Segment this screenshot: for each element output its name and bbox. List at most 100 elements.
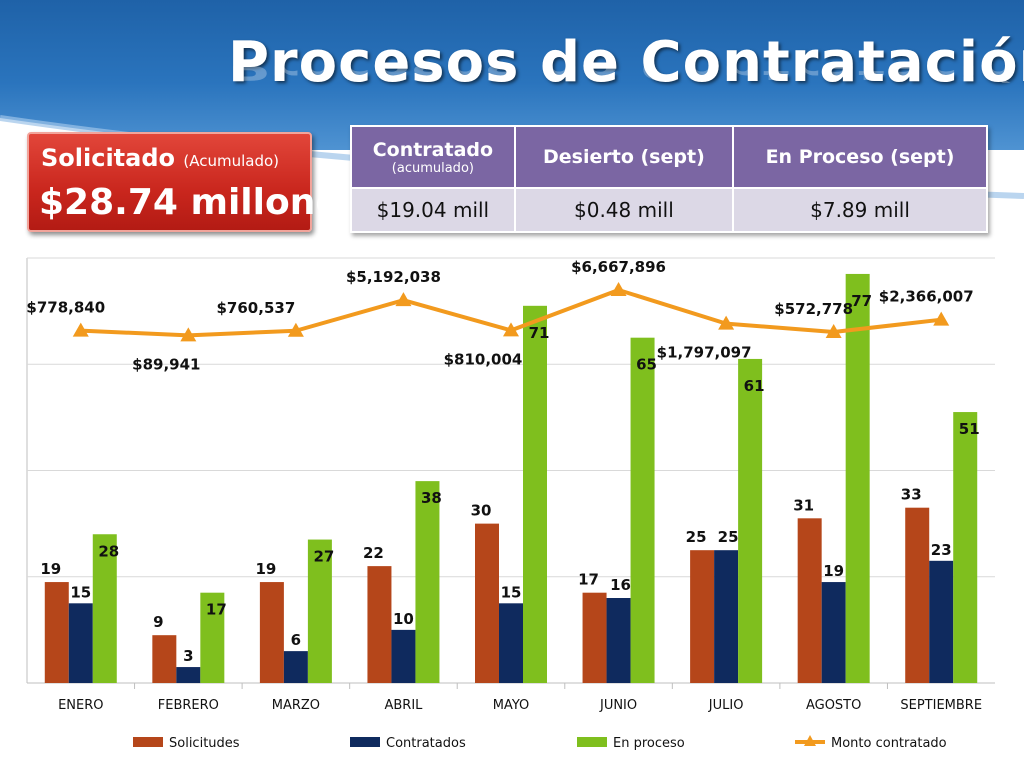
x-tick-label: MARZO bbox=[272, 698, 320, 713]
bar-solicitudes bbox=[475, 523, 499, 683]
marker-monto-contratado bbox=[287, 322, 304, 337]
data-label-monto-contratado: $2,366,007 bbox=[879, 288, 974, 306]
header-desierto: Desierto (sept) bbox=[513, 125, 735, 189]
data-label-monto-contratado: $778,840 bbox=[26, 299, 105, 317]
bar-contratados bbox=[176, 667, 201, 683]
data-label-solicitudes: 9 bbox=[153, 613, 163, 631]
marker-monto-contratado bbox=[395, 292, 412, 307]
page-title: Procesos de Contratación bbox=[228, 30, 1024, 95]
solicitado-label-main: Solicitado bbox=[41, 144, 176, 172]
bar-en-proceso bbox=[523, 305, 547, 683]
legend-label-en-proceso: En proceso bbox=[613, 736, 685, 751]
header-contratado-label: Contratado bbox=[372, 138, 494, 161]
x-tick-label: JUNIO bbox=[599, 698, 637, 713]
bar-contratados bbox=[821, 582, 846, 683]
bar-en-proceso bbox=[845, 273, 870, 683]
marker-monto-contratado bbox=[72, 322, 89, 337]
data-label-en-proceso: 77 bbox=[851, 292, 872, 310]
contratacion-chart: 19 15 28 ENERO 9 3 17 FEBRERO 19 6 27 MARZO 22 10 38 AB… bbox=[26, 257, 995, 751]
data-label-monto-contratado: $572,778 bbox=[774, 300, 853, 318]
header-contratado: Contratado (acumulado) bbox=[350, 125, 516, 189]
bar-contratados bbox=[606, 598, 631, 683]
data-label-solicitudes: 22 bbox=[363, 544, 384, 562]
header-en-proceso: En Proceso (sept) bbox=[732, 125, 988, 189]
data-label-contratados: 25 bbox=[718, 528, 739, 546]
data-label-solicitudes: 25 bbox=[686, 528, 707, 546]
bar-solicitudes bbox=[905, 507, 930, 683]
summary-table-value-row: $19.04 mill $0.48 mill $7.89 mill bbox=[350, 187, 988, 233]
bar-en-proceso bbox=[630, 337, 655, 683]
bar-en-proceso bbox=[415, 481, 440, 683]
summary-table-header-row: Contratado (acumulado) Desierto (sept) E… bbox=[350, 125, 988, 189]
bar-contratados bbox=[68, 603, 93, 683]
bar-contratados bbox=[499, 603, 523, 683]
data-label-contratados: 15 bbox=[501, 583, 522, 601]
data-label-en-proceso: 27 bbox=[313, 548, 334, 566]
header-band bbox=[0, 0, 1024, 150]
value-contratado: $19.04 mill bbox=[350, 187, 516, 233]
x-tick-label: JULIO bbox=[708, 698, 744, 713]
summary-table: Contratado (acumulado) Desierto (sept) E… bbox=[350, 125, 988, 233]
bar-en-proceso bbox=[307, 539, 332, 683]
bar-solicitudes bbox=[152, 635, 177, 683]
bar-solicitudes bbox=[367, 566, 392, 683]
bar-en-proceso bbox=[92, 534, 117, 683]
value-desierto: $0.48 mill bbox=[513, 187, 735, 233]
legend-swatch-contratados bbox=[350, 737, 380, 747]
bar-solicitudes bbox=[797, 518, 822, 683]
data-label-monto-contratado: $810,004 bbox=[444, 350, 523, 368]
x-tick-label: ABRIL bbox=[384, 698, 423, 713]
value-en-proceso: $7.89 mill bbox=[732, 187, 988, 233]
data-label-en-proceso: 71 bbox=[529, 324, 550, 342]
bar-solicitudes bbox=[259, 582, 284, 683]
header-desierto-label: Desierto (sept) bbox=[543, 146, 705, 168]
legend-marker-monto-contratado bbox=[804, 735, 816, 746]
bar-en-proceso bbox=[953, 412, 978, 683]
marker-monto-contratado bbox=[610, 282, 627, 296]
marker-monto-contratado bbox=[180, 327, 197, 342]
header-en-proceso-label: En Proceso (sept) bbox=[765, 146, 955, 168]
data-label-monto-contratado: $5,192,038 bbox=[346, 268, 441, 286]
solicitado-summary-box: Solicitado (Acumulado) $28.74 millones bbox=[27, 132, 361, 232]
bar-contratados bbox=[391, 629, 416, 683]
data-label-solicitudes: 19 bbox=[255, 560, 276, 578]
data-label-en-proceso: 65 bbox=[636, 356, 657, 374]
data-label-en-proceso: 51 bbox=[959, 420, 980, 438]
x-tick-label: FEBRERO bbox=[158, 698, 219, 713]
x-tick-label: SEPTIEMBRE bbox=[900, 698, 982, 713]
data-label-solicitudes: 19 bbox=[40, 560, 61, 578]
solicitado-value: $28.74 millones bbox=[39, 182, 362, 223]
marker-monto-contratado bbox=[825, 324, 842, 339]
x-tick-label: AGOSTO bbox=[806, 698, 861, 713]
data-label-contratados: 19 bbox=[823, 562, 844, 580]
data-label-contratados: 3 bbox=[183, 647, 193, 665]
data-label-en-proceso: 28 bbox=[98, 542, 119, 560]
data-label-en-proceso: 61 bbox=[744, 377, 765, 395]
data-label-monto-contratado: $760,537 bbox=[217, 299, 296, 317]
marker-monto-contratado bbox=[503, 322, 519, 337]
data-label-contratados: 16 bbox=[610, 576, 631, 594]
data-label-monto-contratado: $6,667,896 bbox=[571, 258, 666, 276]
data-label-en-proceso: 38 bbox=[421, 489, 442, 507]
data-label-solicitudes: 31 bbox=[793, 496, 814, 514]
data-label-monto-contratado: $1,797,097 bbox=[657, 344, 752, 362]
legend-swatch-solicitudes bbox=[133, 737, 163, 747]
x-tick-label: ENERO bbox=[58, 698, 103, 713]
bar-solicitudes bbox=[690, 550, 715, 683]
bar-contratados bbox=[283, 651, 308, 683]
data-label-solicitudes: 30 bbox=[471, 502, 492, 520]
bar-solicitudes bbox=[44, 582, 69, 683]
x-tick-label: MAYO bbox=[493, 698, 530, 713]
legend-label-solicitudes: Solicitudes bbox=[169, 736, 240, 751]
data-label-contratados: 23 bbox=[931, 541, 952, 559]
bar-contratados bbox=[929, 560, 954, 683]
legend-label-contratados: Contratados bbox=[386, 736, 466, 751]
data-label-monto-contratado: $89,941 bbox=[132, 355, 200, 373]
data-label-solicitudes: 17 bbox=[578, 571, 599, 589]
header-contratado-sub: (acumulado) bbox=[391, 160, 474, 176]
data-label-contratados: 10 bbox=[393, 610, 414, 628]
bar-contratados bbox=[714, 550, 739, 683]
solicitado-label-small: (Acumulado) bbox=[183, 152, 280, 170]
legend-swatch-en-proceso bbox=[577, 737, 607, 747]
legend-label-monto-contratado: Monto contratado bbox=[831, 736, 947, 751]
